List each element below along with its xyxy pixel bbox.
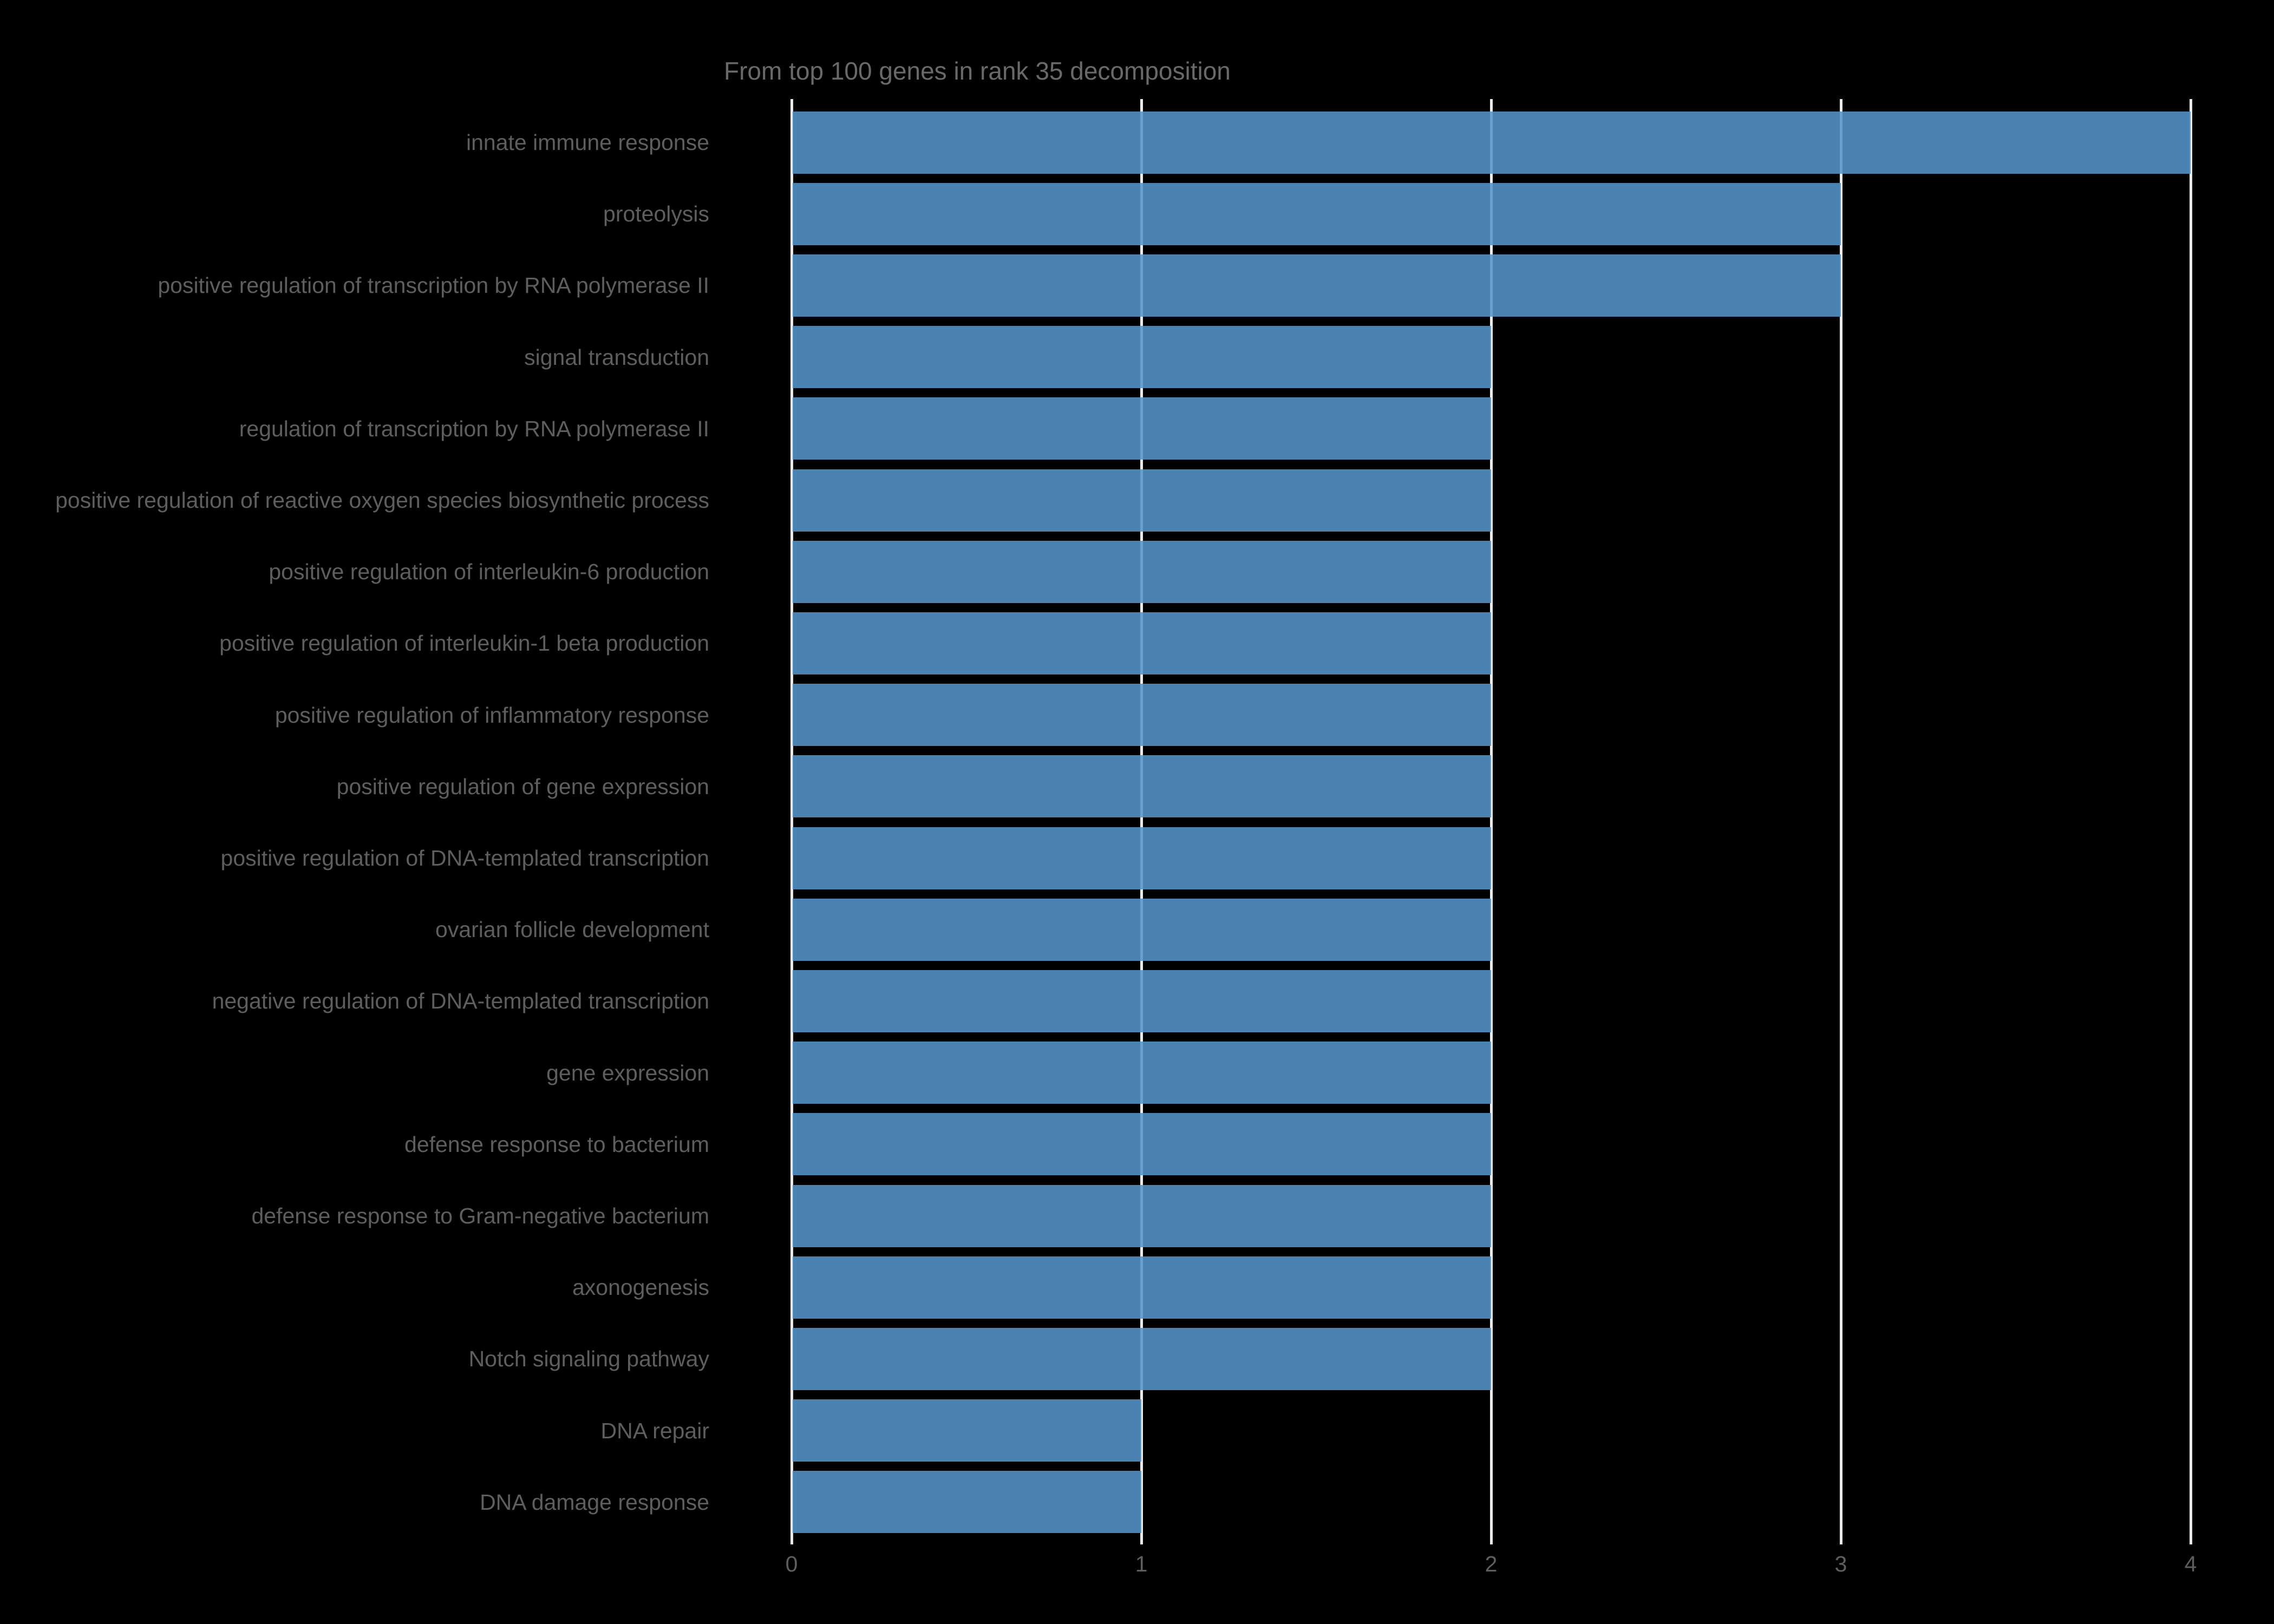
y-category-label: DNA repair [600, 1418, 709, 1443]
plot-area [790, 99, 2193, 1544]
y-category-label: axonogenesis [572, 1275, 709, 1300]
bar [793, 326, 1491, 388]
bar [793, 397, 1491, 460]
bar [793, 1113, 1491, 1175]
x-tick-label-3: 3 [1834, 1551, 1847, 1576]
gridline-x-4 [2190, 99, 2192, 1544]
x-tick-label-4: 4 [2184, 1551, 2197, 1576]
y-category-label: positive regulation of reactive oxygen s… [55, 488, 709, 513]
x-tick-label-0: 0 [785, 1551, 798, 1576]
y-category-label: innate immune response [466, 130, 709, 155]
x-tick-label-2: 2 [1485, 1551, 1498, 1576]
y-category-label: defense response to bacterium [404, 1132, 709, 1157]
bar [793, 970, 1491, 1032]
bar [793, 469, 1491, 532]
y-category-label: ovarian follicle development [435, 917, 709, 942]
y-category-label: positive regulation of inflammatory resp… [275, 703, 709, 728]
y-category-label: proteolysis [603, 201, 709, 226]
bar [793, 1399, 1141, 1462]
y-category-label: positive regulation of DNA-templated tra… [220, 846, 709, 870]
y-category-label: regulation of transcription by RNA polym… [239, 416, 709, 441]
bar [793, 1185, 1491, 1247]
y-category-label: DNA damage response [480, 1490, 709, 1515]
bar [793, 755, 1491, 817]
bar [793, 684, 1491, 746]
bar [793, 1042, 1491, 1104]
bar [793, 1471, 1141, 1533]
gridline-x-3 [1840, 99, 1842, 1544]
y-category-label: positive regulation of interleukin-1 bet… [219, 631, 709, 656]
gridline-x-1 [1140, 99, 1143, 1544]
bar [793, 183, 1841, 245]
y-category-label: signal transduction [524, 345, 709, 370]
y-category-label: positive regulation of interleukin-6 pro… [269, 559, 709, 584]
y-category-label: Notch signaling pathway [468, 1346, 709, 1371]
bar [793, 541, 1491, 603]
bar [793, 612, 1491, 675]
y-category-label: positive regulation of transcription by … [158, 273, 709, 298]
bar [793, 827, 1491, 889]
bar [793, 112, 2191, 174]
bar [793, 1256, 1491, 1319]
x-tick-label-1: 1 [1135, 1551, 1148, 1576]
y-category-label: negative regulation of DNA-templated tra… [212, 988, 709, 1013]
y-category-label: defense response to Gram-negative bacter… [251, 1203, 709, 1228]
chart-title: From top 100 genes in rank 35 decomposit… [724, 57, 1231, 85]
y-category-label: gene expression [546, 1060, 709, 1085]
gridline-x-0 [790, 99, 793, 1544]
gridline-x-2 [1490, 99, 1493, 1544]
bar [793, 1328, 1491, 1390]
bar [793, 254, 1841, 317]
y-axis-category-labels: innate immune response proteolysis positiv… [0, 0, 709, 1624]
bar [793, 899, 1491, 961]
y-category-label: positive regulation of gene expression [336, 774, 709, 799]
